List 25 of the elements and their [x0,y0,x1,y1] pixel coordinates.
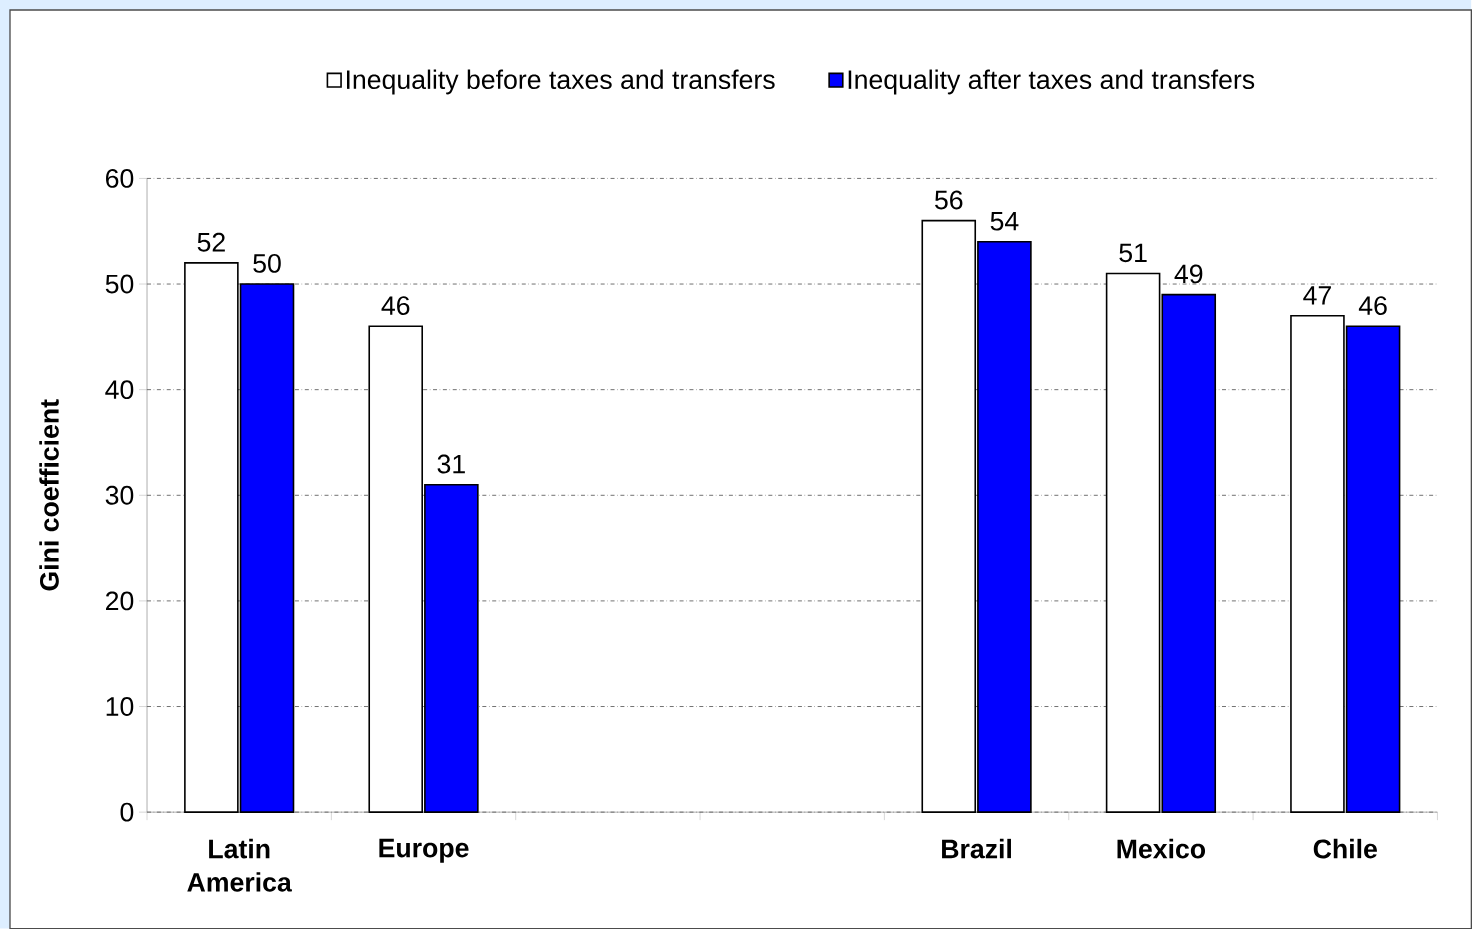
y-tick-label: 40 [105,380,134,399]
data-label: 31 [437,454,465,474]
data-label: 46 [1358,296,1387,315]
x-tick-label: Chile [1313,838,1377,859]
data-label: 51 [1119,243,1147,263]
data-label: 56 [935,190,963,210]
y-tick-label: 0 [120,802,134,822]
y-tick-label: 30 [105,485,134,505]
data-label: 49 [1174,264,1203,284]
y-axis-title: Gini coefficient [39,399,59,591]
data-label: 52 [197,232,225,252]
data-label: 50 [253,253,281,273]
y-tick-label: 20 [106,591,134,611]
x-tick-label: Mexico [1117,838,1206,859]
y-tick-label: 10 [106,696,134,716]
x-tick-label: Brazil [942,838,1011,859]
legend-label: Inequality after taxes and transfers [848,69,1255,95]
y-tick-label: 50 [105,274,134,294]
y-tick-label: 60 [106,168,134,188]
data-label: 54 [990,211,1019,231]
data-label: 46 [381,296,410,315]
legend-label: Inequality before taxes and transfers [346,69,775,95]
x-tick-label: Latin America [187,838,292,892]
x-tick-label: Europe [379,838,469,863]
data-label: 47 [1303,286,1331,305]
